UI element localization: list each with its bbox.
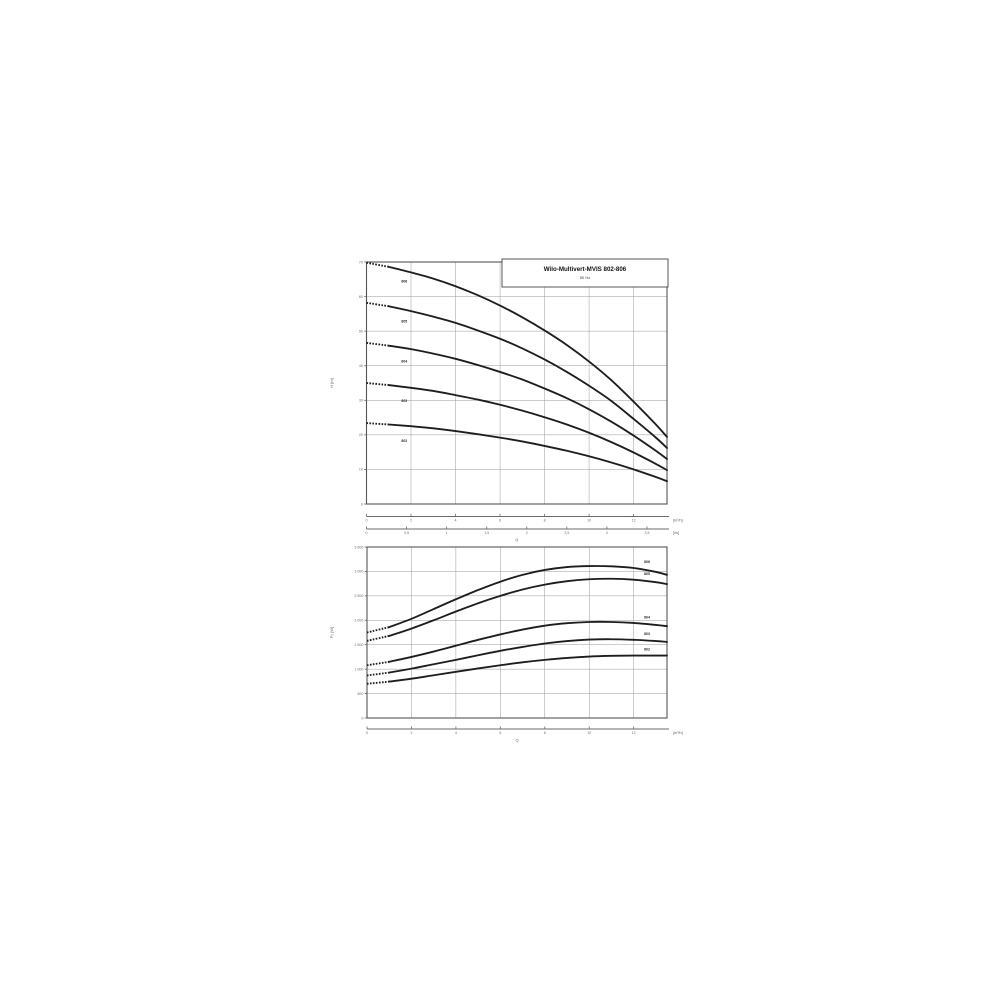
title-box-group: Wilo-Multivert-MVIS 802-806 50 Hz	[501, 258, 669, 288]
x-tick-label-primary: 10	[587, 731, 591, 735]
curve-805	[366, 577, 668, 642]
y-tick-label: 10	[359, 468, 363, 472]
curve-label-805: 805	[401, 320, 407, 324]
x-tick-label-primary: 8	[544, 519, 546, 523]
curve-803	[366, 382, 668, 472]
curve-solid-segment	[388, 565, 668, 629]
y-tick-label: 1.000	[354, 667, 363, 671]
x-tick-label-secondary: 2,5	[564, 531, 569, 535]
curve-806	[366, 261, 668, 438]
x-tick-label-secondary: 0	[366, 531, 368, 535]
curve-label-803: 803	[644, 632, 650, 636]
curve-solid-segment	[387, 265, 668, 438]
curve-804	[366, 620, 668, 667]
x-tick-label-primary: 12	[632, 519, 636, 523]
y-axis-label: H [m]	[329, 378, 334, 388]
curve-803	[366, 638, 668, 677]
x-tick-label-primary: 6	[499, 731, 501, 735]
curve-label-804: 804	[644, 615, 650, 619]
x-tick-label-primary: 0	[366, 731, 368, 735]
plot-frame	[365, 261, 668, 505]
x-tick-label-primary: 4	[455, 731, 457, 735]
x-tick-label-primary: 2	[410, 519, 412, 523]
curve-solid-segment	[388, 638, 668, 674]
y-tick-label: 3.000	[354, 570, 363, 574]
x-tick-label-primary: 6	[499, 519, 501, 523]
x-axis-label: Q	[515, 738, 518, 743]
curve-dashed-segment	[366, 422, 389, 426]
curve-dashed-segment	[366, 680, 390, 685]
curve-dashed-segment	[366, 301, 389, 308]
y-tick-label: 2.000	[354, 619, 363, 623]
x-unit-secondary: [l/s]	[673, 531, 679, 535]
y-tick-label: 500	[357, 692, 363, 696]
x-tick-label-primary: 10	[587, 519, 591, 523]
gridlines	[366, 262, 667, 504]
y-tick-label: 3.500	[354, 545, 363, 549]
curve-dashed-segment	[366, 382, 389, 386]
curve-dashed-segment	[366, 261, 389, 268]
curve-dashed-segment	[366, 660, 390, 667]
x-unit-primary: [m³/h]	[673, 519, 683, 523]
y-tick-label: 0	[361, 716, 363, 720]
x-tick-label-secondary: 2	[526, 531, 528, 535]
curve-solid-segment	[387, 384, 668, 472]
y-tick-label: 30	[359, 399, 363, 403]
curve-solid-segment	[388, 620, 668, 663]
curve-solid-segment	[387, 423, 668, 483]
curve-dashed-segment	[366, 635, 390, 642]
title-box	[501, 258, 669, 288]
x-tick-label-primary: 8	[544, 731, 546, 735]
curve-label-805: 805	[644, 572, 650, 576]
y-tick-label: 2.500	[354, 594, 363, 598]
y-tick-label: 70	[359, 260, 363, 264]
chart-subtitle: 50 Hz	[580, 275, 590, 280]
y-tick-label: 0	[361, 502, 363, 506]
curve-label-802: 802	[401, 439, 407, 443]
plot-frame	[366, 546, 668, 719]
y-tick-label: 60	[359, 295, 363, 299]
y-tick-label: 40	[359, 364, 363, 368]
curve-label-802: 802	[644, 648, 650, 652]
curve-solid-segment	[388, 577, 668, 637]
curve-solid-segment	[388, 654, 668, 683]
curve-802	[366, 422, 668, 483]
y-tick-label: 20	[359, 433, 363, 437]
y-axis-label: P₂ [W]	[329, 627, 334, 638]
gridlines	[367, 547, 667, 718]
x-tick-label-primary: 0	[366, 519, 368, 523]
curve-806	[366, 565, 668, 634]
curve-dashed-segment	[366, 626, 390, 634]
x-axis-label: Q	[515, 537, 518, 542]
x-tick-label-secondary: 3,5	[644, 531, 649, 535]
curve-label-806: 806	[644, 560, 650, 564]
y-tick-label: 50	[359, 329, 363, 333]
curve-label-804: 804	[401, 359, 407, 363]
x-tick-label-secondary: 1	[446, 531, 448, 535]
x-tick-label-primary: 4	[455, 519, 457, 523]
y-tick-label: 1.500	[354, 643, 363, 647]
x-unit-primary: [m³/h]	[673, 731, 683, 735]
curve-solid-segment	[387, 305, 668, 449]
x-tick-label-secondary: 1,5	[484, 531, 489, 535]
curve-802	[366, 654, 668, 685]
curve-label-806: 806	[401, 280, 407, 284]
curve-dashed-segment	[366, 341, 389, 347]
curve-805	[366, 301, 668, 449]
chart-power-curve: 0 500 1.000 1.500 2.000 2.500 3.000 3.500 P₂ [W]…	[329, 545, 683, 742]
curve-label-803: 803	[401, 399, 407, 403]
curve-804	[366, 341, 668, 460]
x-tick-label-primary: 2	[410, 731, 412, 735]
curve-solid-segment	[387, 344, 668, 460]
x-tick-label-secondary: 3	[606, 531, 608, 535]
curve-dashed-segment	[366, 671, 390, 677]
x-tick-label-secondary: 0,5	[404, 531, 409, 535]
x-tick-label-primary: 12	[632, 731, 636, 735]
chart-title: Wilo-Multivert-MVIS 802-806	[544, 266, 627, 273]
